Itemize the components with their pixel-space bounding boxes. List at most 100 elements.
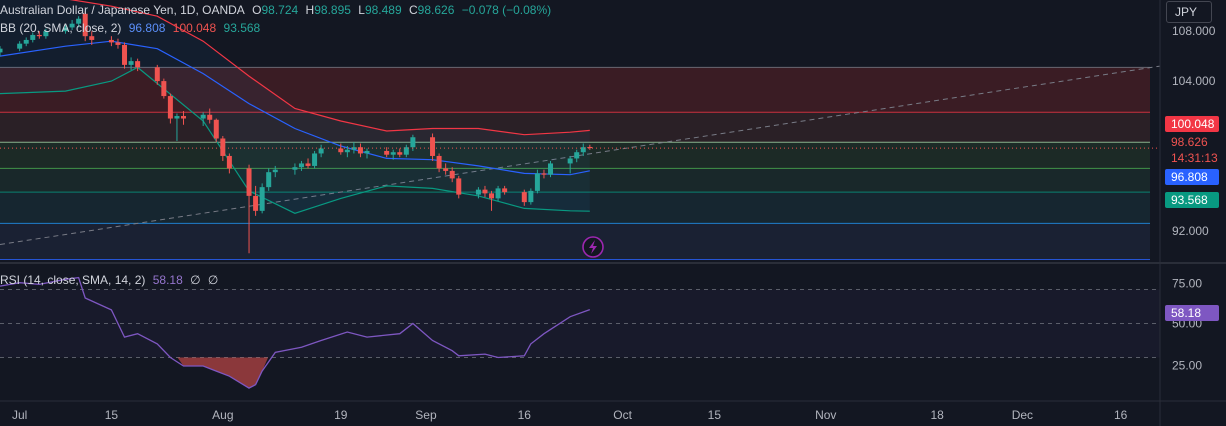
candle bbox=[305, 158, 311, 169]
rsi-label: RSI (14, close, SMA, 14, 2) bbox=[0, 273, 146, 287]
price-tick-label: 108.000 bbox=[1172, 24, 1216, 38]
rsi-tick-label: 25.00 bbox=[1172, 359, 1202, 373]
candle bbox=[253, 185, 259, 216]
candles bbox=[0, 11, 593, 254]
candle bbox=[89, 31, 95, 45]
rsi-legend[interactable]: RSI (14, close, SMA, 14, 2) 58.18 ∅ ∅ bbox=[0, 272, 222, 288]
bb-lower-value: 93.568 bbox=[223, 21, 261, 35]
candle bbox=[69, 19, 75, 30]
rsi-extra-1: ∅ bbox=[190, 273, 201, 287]
last-price-value: 98.626 bbox=[1171, 135, 1208, 149]
candle bbox=[115, 38, 121, 49]
bb-basis-tag: 96.808 bbox=[1165, 169, 1219, 185]
time-tick-label: Aug bbox=[212, 408, 233, 422]
candle bbox=[128, 57, 134, 70]
candle bbox=[489, 190, 495, 211]
open-value: O98.724 bbox=[252, 3, 299, 17]
rsi-pane bbox=[0, 276, 1160, 389]
candle bbox=[351, 142, 357, 154]
candle bbox=[502, 185, 508, 195]
fib-band bbox=[0, 168, 1150, 193]
bb-label: BB (20, SMA, close, 2) bbox=[0, 21, 122, 35]
bb-upper-tag: 100.048 bbox=[1165, 116, 1219, 132]
candle bbox=[574, 149, 580, 163]
bb-upper-value: 100.048 bbox=[172, 21, 217, 35]
price-tick-label: 92.000 bbox=[1172, 224, 1209, 238]
candle bbox=[43, 28, 49, 39]
bb-lower-line bbox=[0, 66, 590, 214]
candle bbox=[220, 135, 226, 161]
candle bbox=[23, 37, 29, 47]
candle bbox=[298, 160, 304, 171]
candle bbox=[312, 150, 318, 169]
candle bbox=[226, 153, 232, 174]
candle bbox=[108, 36, 114, 47]
candle bbox=[357, 143, 363, 158]
candle bbox=[246, 164, 252, 254]
candle bbox=[167, 93, 173, 124]
candle bbox=[567, 155, 573, 174]
candle bbox=[63, 23, 69, 34]
low-value: L98.489 bbox=[358, 3, 402, 17]
trendline bbox=[0, 65, 1161, 246]
time-tick-label: Oct bbox=[613, 408, 632, 422]
candle bbox=[292, 163, 298, 175]
candle bbox=[213, 118, 219, 143]
candle bbox=[521, 189, 527, 206]
fib-band bbox=[0, 223, 1150, 260]
candle bbox=[76, 16, 82, 28]
fib-band bbox=[0, 67, 1150, 113]
rsi-value: 58.18 bbox=[152, 273, 183, 287]
fib-band bbox=[0, 192, 1150, 224]
time-tick-label: Sep bbox=[415, 408, 437, 422]
time-tick-label: Nov bbox=[815, 408, 836, 422]
bb-lower-tag: 93.568 bbox=[1165, 192, 1219, 208]
bollinger-bands bbox=[0, 0, 590, 214]
candle bbox=[259, 183, 265, 214]
rsi-value-tag: 58.18 bbox=[1165, 305, 1219, 321]
bb-basis-value: 96.808 bbox=[128, 21, 166, 35]
candle bbox=[436, 153, 442, 173]
candle bbox=[0, 46, 3, 57]
candle bbox=[528, 188, 534, 205]
trend-line bbox=[0, 65, 1161, 246]
candle bbox=[390, 149, 396, 160]
bar-countdown: 14:31:13 bbox=[1171, 151, 1218, 165]
candle bbox=[495, 185, 501, 201]
candle bbox=[430, 133, 436, 161]
candle bbox=[541, 169, 547, 179]
candle bbox=[344, 145, 350, 158]
horizontal-levels bbox=[0, 66, 1150, 261]
candle bbox=[397, 148, 403, 158]
time-tick-label: 15 bbox=[708, 408, 722, 422]
candle bbox=[161, 78, 167, 99]
high-value: H98.895 bbox=[305, 3, 351, 17]
price-tick-label: 104.000 bbox=[1172, 74, 1216, 88]
time-tick-label: Jul bbox=[12, 408, 27, 422]
symbol-title: Australian Dollar / Japanese Yen, 1D, OA… bbox=[0, 3, 245, 17]
candle bbox=[135, 58, 141, 72]
symbol-legend[interactable]: Australian Dollar / Japanese Yen, 1D, OA… bbox=[0, 2, 555, 18]
time-tick-label: 18 bbox=[930, 408, 944, 422]
candle bbox=[82, 11, 88, 42]
candle bbox=[456, 175, 462, 199]
time-tick-label: 15 bbox=[105, 408, 119, 422]
candle bbox=[475, 187, 481, 199]
currency-button[interactable]: JPY bbox=[1166, 1, 1212, 23]
bb-legend[interactable]: BB (20, SMA, close, 2) 96.808 100.048 93… bbox=[0, 20, 264, 36]
candle bbox=[174, 113, 180, 141]
candle bbox=[154, 64, 160, 85]
rsi-line bbox=[0, 276, 591, 389]
time-tick-label: 16 bbox=[1114, 408, 1128, 422]
time-tick-label: 16 bbox=[518, 408, 532, 422]
candle bbox=[384, 147, 390, 158]
candle bbox=[17, 41, 23, 52]
lightning-icon[interactable] bbox=[582, 236, 604, 258]
fib-band bbox=[0, 112, 1150, 143]
candle bbox=[364, 148, 370, 159]
candle bbox=[587, 144, 593, 150]
candle bbox=[36, 31, 42, 39]
